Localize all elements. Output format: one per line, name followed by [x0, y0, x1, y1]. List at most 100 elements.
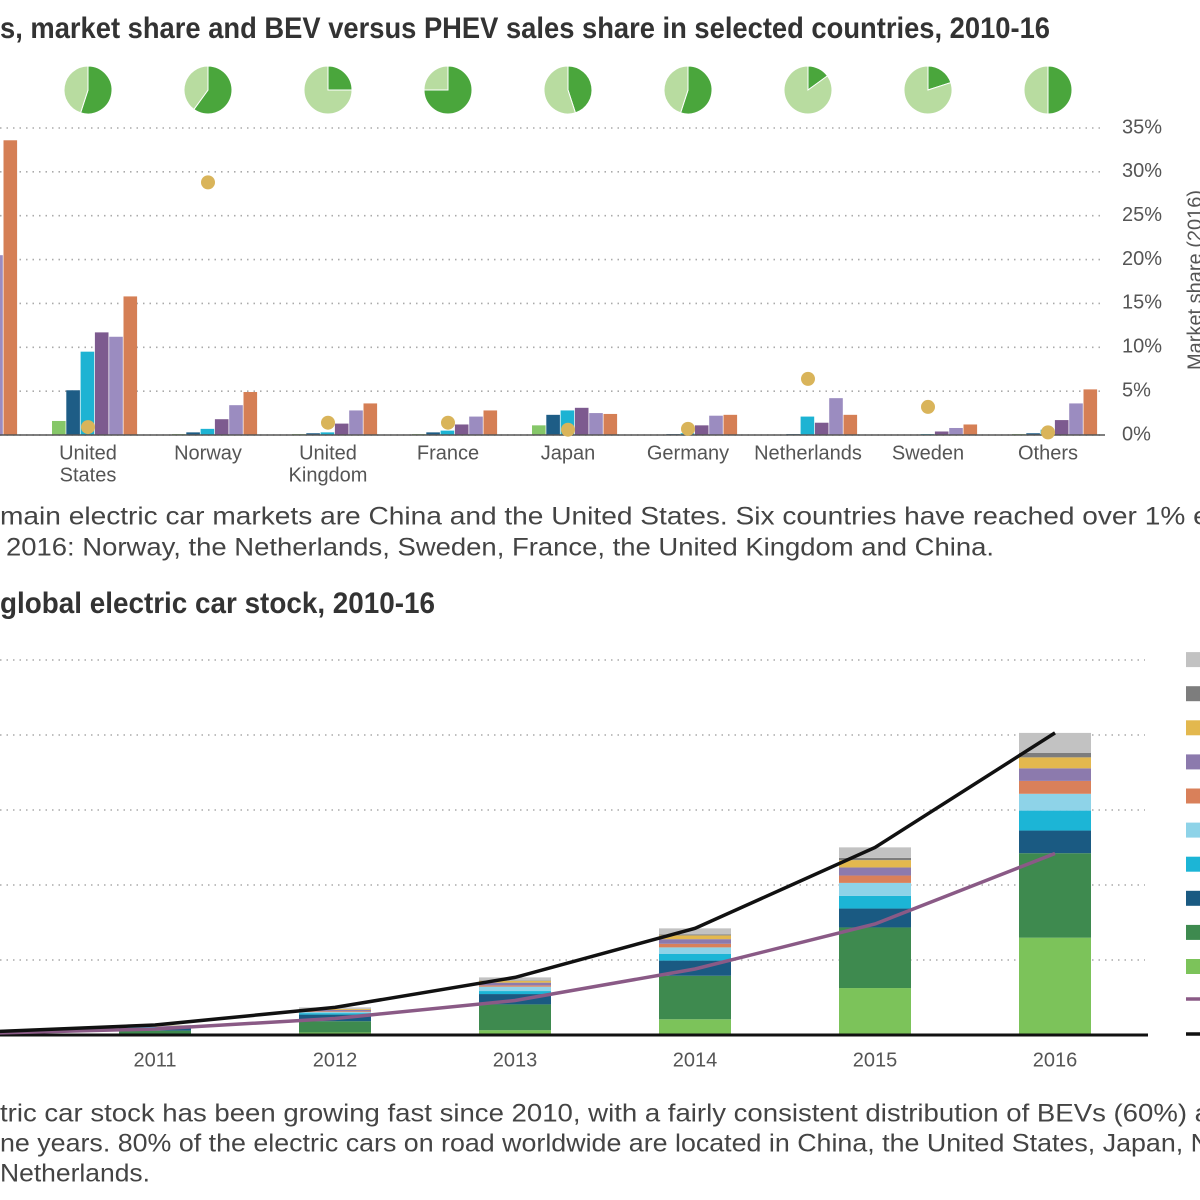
y2-axis-title: Market share (2016): [1184, 190, 1200, 370]
legend-swatch: [1186, 924, 1200, 940]
bar: [334, 423, 349, 435]
bar: [186, 432, 200, 435]
bar-segment: [839, 857, 911, 861]
bar: [829, 398, 843, 435]
bar: [52, 420, 66, 435]
x-tick-label: Sweden: [892, 442, 964, 464]
bar-segment: [839, 847, 911, 858]
bar: [1083, 389, 1098, 435]
x-tick-label: Netherlands: [754, 442, 862, 464]
bar: [3, 140, 18, 435]
market-share-dot: [1041, 425, 1055, 440]
bar: [109, 336, 123, 435]
legend-swatch: [1186, 959, 1200, 974]
pie-wedge: [543, 65, 577, 115]
legend-swatch: [1186, 890, 1200, 906]
pie-wedge: [423, 65, 473, 115]
pie-wedge: [1047, 65, 1073, 115]
caption: ne years. 80% of the electric cars on ro…: [0, 1130, 1200, 1158]
bar-segment: [299, 1021, 371, 1033]
line: [0, 851, 1056, 1035]
bar: [454, 424, 469, 435]
bar: [574, 407, 589, 435]
bar: [1054, 420, 1069, 435]
bar-segment: [659, 934, 731, 936]
bar-segment: [839, 895, 911, 909]
pie-wedge: [193, 65, 233, 115]
bar: [80, 351, 95, 435]
bar-segment: [1019, 757, 1091, 769]
bar-segment: [479, 1004, 551, 1031]
market-share-dot: [81, 420, 95, 435]
bar: [0, 255, 3, 435]
bar-segment: [659, 943, 731, 948]
market-share-dot: [681, 421, 695, 436]
bar-segment: [479, 1030, 551, 1035]
caption: Netherlands.: [0, 1160, 150, 1188]
chart-title: global electric car stock, 2010-16: [0, 587, 435, 620]
bar: [123, 296, 138, 435]
caption: 2016: Norway, the Netherlands, Sweden, F…: [6, 534, 994, 562]
caption: main electric car markets are China and …: [0, 503, 1200, 531]
y2-tick-label: 5%: [1122, 379, 1151, 401]
bar: [320, 432, 335, 435]
caption: tric car stock has been growing fast sin…: [0, 1100, 1200, 1128]
bar: [483, 410, 498, 435]
x-tick-label: United: [299, 442, 357, 464]
bar: [1069, 403, 1083, 435]
bar: [603, 413, 618, 435]
bar-segment: [659, 939, 731, 944]
legend-swatch: [1186, 686, 1200, 702]
x-tick-label: Japan: [541, 442, 596, 464]
bar: [214, 419, 229, 435]
x-tick-label: 2012: [313, 1049, 358, 1071]
bar-segment: [479, 991, 551, 995]
y2-tick-label: 0%: [1122, 423, 1151, 445]
bar-segment: [299, 1009, 371, 1010]
pie-wedge: [63, 65, 89, 114]
bar-segment: [839, 875, 911, 883]
bar-segment: [839, 882, 911, 896]
bar: [363, 403, 378, 435]
bar-segment: [1019, 830, 1091, 854]
bar-segment: [1019, 853, 1091, 938]
bar-segment: [839, 927, 911, 989]
bar-segment: [119, 1030, 191, 1034]
bar-segment: [839, 860, 911, 868]
bar: [589, 413, 603, 435]
legend-swatch: [1186, 788, 1200, 804]
bar: [800, 416, 815, 435]
bar-segment: [299, 1012, 371, 1014]
market-share-dot: [561, 422, 575, 437]
legend-swatch: [1186, 822, 1200, 838]
x-tick-label: 2014: [673, 1049, 718, 1071]
x-tick-label: 2015: [853, 1049, 898, 1071]
x-tick-label: States: [60, 464, 117, 486]
bar: [814, 422, 829, 435]
bar-segment: [299, 1011, 371, 1013]
market-share-dot: [321, 415, 335, 430]
bar: [546, 414, 560, 435]
bar-segment: [839, 988, 911, 1035]
x-tick-label: Germany: [647, 442, 729, 464]
bar-segment: [1019, 810, 1091, 831]
bar: [229, 405, 243, 435]
bar-segment: [659, 935, 731, 940]
pie-wedge: [567, 65, 593, 114]
bar: [532, 425, 546, 435]
pie-wedge: [663, 65, 689, 114]
bar-segment: [299, 1013, 371, 1015]
x-tick-label: United: [59, 442, 117, 464]
bar: [426, 432, 440, 435]
legend-swatch: [1186, 754, 1200, 770]
bar-segment: [479, 980, 551, 983]
bar-segment: [1019, 768, 1091, 781]
x-tick-label: Kingdom: [289, 464, 368, 486]
bar-segment: [479, 982, 551, 986]
bar: [949, 427, 963, 435]
bar-segment: [1019, 793, 1091, 811]
pie-wedge: [903, 65, 953, 115]
legend-swatch: [1186, 652, 1200, 668]
y2-tick-label: 15%: [1122, 292, 1162, 314]
